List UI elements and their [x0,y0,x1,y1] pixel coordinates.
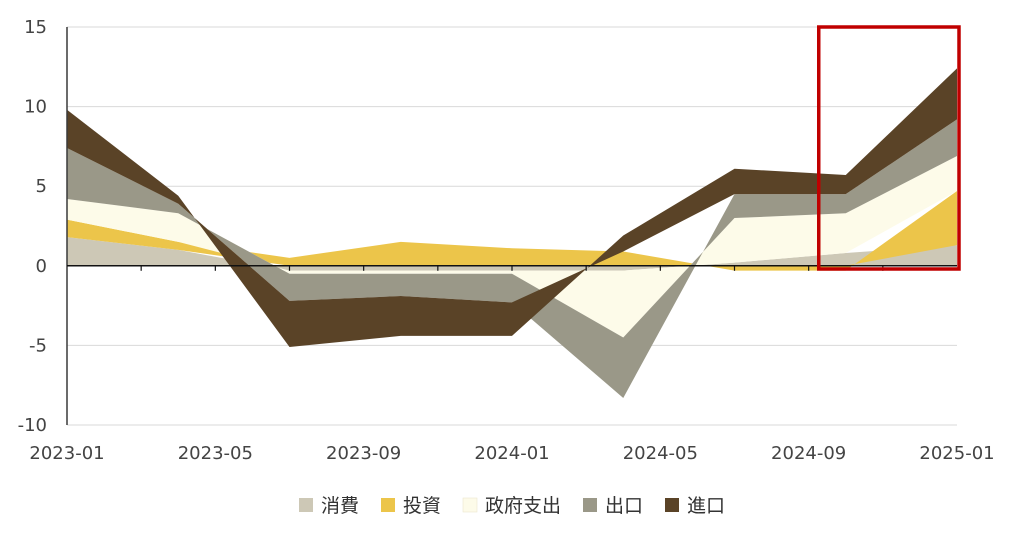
x-tick-label-2025-01: 2025-01 [919,443,994,464]
legend-swatch-2 [381,498,395,512]
axes [66,27,957,425]
legend-swatch-4 [583,498,597,512]
y-axis-tick-labels: 15 10 5 0 -5 -10 [18,17,47,436]
legend-label-5: 進口 [687,495,725,517]
gridlines [67,26,957,426]
series-area-2 [67,190,957,271]
x-tick-label-2024-05: 2024-05 [623,443,698,464]
legend-swatch-3 [462,497,478,513]
y-tick-label-10: 10 [24,97,47,118]
y-tick-label--5: -5 [29,335,47,356]
legend-label-2: 投資 [403,495,441,517]
legend-label-3: 政府支出 [485,495,561,517]
legend-label-4: 出口 [605,495,643,517]
y-tick-label-0: 0 [36,256,47,277]
x-axis-tick-labels: 2023-01 2023-05 2023-09 2024-01 2024-05 2024-… [29,443,994,464]
area-series [67,68,957,398]
legend-label-1: 消費 [321,495,359,517]
highlight-rectangle [817,25,961,271]
series-area-3 [67,155,957,338]
legend-swatch-1 [299,498,313,512]
x-tick-label-2024-01: 2024-01 [474,443,549,464]
y-tick-label-15: 15 [24,17,47,38]
legend: 消費 投資 政府支出 出口 進口 [299,495,725,517]
y-tick-label--10: -10 [18,415,47,436]
x-tick-label-2023-01: 2023-01 [29,443,104,464]
highlight-box [817,25,961,271]
legend-swatch-5 [665,498,679,512]
x-tick-label-2023-05: 2023-05 [178,443,253,464]
x-tick-label-2023-09: 2023-09 [326,443,401,464]
y-tick-label-5: 5 [36,176,47,197]
series-area-4 [67,119,957,398]
x-tick-label-2024-09: 2024-09 [771,443,846,464]
